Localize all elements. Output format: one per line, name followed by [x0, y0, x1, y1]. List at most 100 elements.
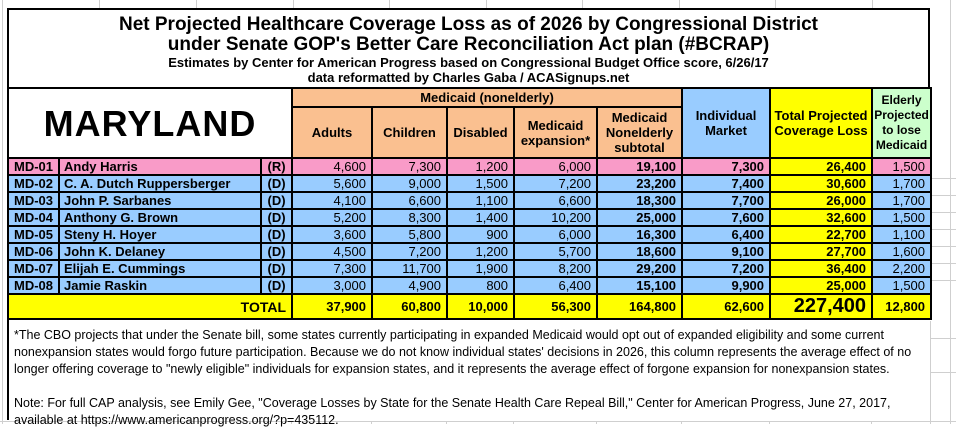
medicaid-subtotal-cell: 29,200	[596, 259, 684, 278]
expansion-cell: 8,200	[513, 259, 599, 278]
total-disabled-cell: 10,000	[446, 293, 516, 320]
disabled-cell: 900	[446, 225, 516, 244]
district-cell: MD-07	[7, 259, 60, 278]
disabled-cell: 1,200	[446, 157, 516, 176]
sheet-gridline	[872, 0, 873, 8]
table-row: MD-05 Steny H. Hoyer (D) 3,600 5,800 900…	[7, 225, 933, 244]
individual-market-cell: 6,400	[681, 225, 772, 244]
adults-cell: 5,200	[291, 208, 374, 227]
col-header-disabled: Disabled	[446, 106, 516, 159]
disabled-cell: 1,200	[446, 242, 516, 261]
sheet-gridline	[930, 421, 931, 424]
rep-name-cell: Andy Harris	[58, 157, 262, 176]
coverage-loss-cell: 22,700	[769, 225, 874, 244]
district-cell: MD-02	[7, 174, 60, 193]
title-line-2: under Senate GOP's Better Care Reconcili…	[167, 34, 770, 55]
expansion-cell: 6,000	[513, 225, 599, 244]
sheet-gridline	[196, 0, 197, 8]
coverage-loss-cell: 36,400	[769, 259, 874, 278]
state-name-cell: MARYLAND	[6, 87, 294, 159]
adults-cell: 4,100	[291, 191, 374, 210]
col-header-medicaid-expansion: Medicaid expansion*	[513, 106, 599, 159]
coverage-loss-cell: 26,400	[769, 157, 874, 176]
party-cell: (D)	[259, 276, 294, 295]
rep-name-cell: Anthony G. Brown	[58, 208, 262, 227]
elderly-cell: 1,700	[871, 191, 933, 210]
party-cell: (D)	[259, 208, 294, 227]
sheet-gridline	[930, 212, 956, 213]
sheet-gridline	[930, 263, 956, 264]
expansion-cell: 6,000	[513, 157, 599, 176]
expansion-cell: 5,700	[513, 242, 599, 261]
party-cell: (D)	[259, 191, 294, 210]
medicaid-subtotal-cell: 18,300	[596, 191, 684, 210]
total-adults-cell: 37,900	[291, 293, 374, 320]
col-header-total-coverage-loss: Total Projected Coverage Loss	[769, 87, 874, 159]
coverage-loss-cell: 25,000	[769, 276, 874, 295]
individual-market-cell: 7,600	[681, 208, 772, 227]
notes-section: *The CBO projects that under the Senate …	[7, 320, 930, 427]
district-cell: MD-08	[7, 276, 60, 295]
sheet-gridline	[596, 421, 597, 424]
sheet-gridline	[871, 421, 872, 424]
rep-name-cell: C. A. Dutch Ruppersberger	[58, 174, 262, 193]
party-cell: (D)	[259, 174, 294, 193]
sheet-gridline	[389, 0, 390, 8]
coverage-loss-cell: 27,700	[769, 242, 874, 261]
table-row: MD-03 John P. Sarbanes (D) 4,100 6,600 1…	[7, 191, 933, 210]
total-subtotal-cell: 164,800	[596, 293, 684, 320]
rep-name-cell: John K. Delaney	[58, 242, 262, 261]
expansion-cell: 6,400	[513, 276, 599, 295]
sheet-gridline	[930, 372, 956, 373]
coverage-loss-cell: 26,000	[769, 191, 874, 210]
adults-cell: 4,500	[291, 242, 374, 261]
district-cell: MD-05	[7, 225, 60, 244]
table-body: MD-01 Andy Harris (R) 4,600 7,300 1,200 …	[7, 157, 933, 295]
sheet-gridline	[930, 178, 956, 179]
elderly-cell: 1,500	[871, 208, 933, 227]
medicaid-subtotal-cell: 25,000	[596, 208, 684, 227]
sheet-gridline	[930, 338, 956, 339]
subtitle-line-2: data reformatted by Charles Gaba / ACASi…	[307, 70, 630, 85]
individual-market-cell: 9,900	[681, 276, 772, 295]
sheet-gridline	[293, 0, 294, 8]
sheet-gridline	[930, 280, 956, 281]
expansion-cell: 6,600	[513, 191, 599, 210]
elderly-cell: 1,500	[871, 157, 933, 176]
disabled-cell: 1,900	[446, 259, 516, 278]
children-cell: 5,800	[371, 225, 449, 244]
children-cell: 7,200	[371, 242, 449, 261]
individual-market-cell: 7,300	[681, 157, 772, 176]
title-line-1: Net Projected Healthcare Coverage Loss a…	[118, 14, 819, 35]
individual-market-cell: 7,200	[681, 259, 772, 278]
district-cell: MD-01	[7, 157, 60, 176]
coverage-loss-cell: 32,600	[769, 208, 874, 227]
party-cell: (D)	[259, 225, 294, 244]
sheet-gridline	[679, 0, 680, 8]
sheet-gridline	[99, 0, 100, 8]
sheet-gridline	[2, 0, 3, 424]
elderly-cell: 1,500	[871, 276, 933, 295]
sheet-gridline	[371, 421, 372, 424]
sheet-gridline	[446, 421, 447, 424]
footnote-text: *The CBO projects that under the Senate …	[14, 328, 912, 376]
rep-name-cell: Elijah E. Cummings	[58, 259, 262, 278]
children-cell: 6,600	[371, 191, 449, 210]
sheet-gridline	[260, 421, 261, 424]
elderly-cell: 1,600	[871, 242, 933, 261]
coverage-loss-cell: 30,600	[769, 174, 874, 193]
medicaid-subtotal-cell: 16,300	[596, 225, 684, 244]
rep-name-cell: John P. Sarbanes	[58, 191, 262, 210]
disabled-cell: 800	[446, 276, 516, 295]
party-cell: (D)	[259, 259, 294, 278]
district-cell: MD-06	[7, 242, 60, 261]
children-cell: 8,300	[371, 208, 449, 227]
table-row: MD-07 Elijah E. Cummings (D) 7,300 11,70…	[7, 259, 933, 278]
table-footer: TOTAL 37,900 60,800 10,000 56,300 164,80…	[6, 293, 933, 320]
medicaid-subtotal-cell: 18,600	[596, 242, 684, 261]
adults-cell: 3,600	[291, 225, 374, 244]
expansion-cell: 10,200	[513, 208, 599, 227]
elderly-cell: 1,700	[871, 174, 933, 193]
sheet-gridline	[291, 421, 292, 424]
sheet-gridline	[513, 421, 514, 424]
